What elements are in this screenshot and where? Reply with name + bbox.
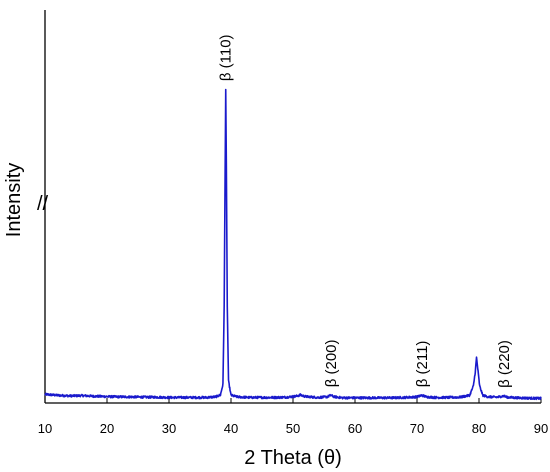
y-axis-break-mark: //: [37, 193, 49, 215]
x-tick-label: 70: [410, 421, 424, 436]
xrd-series-line: [44, 88, 542, 401]
x-tick-label: 60: [348, 421, 362, 436]
x-ticks: 10 20 30 40 50 60 70 80 90: [38, 398, 548, 436]
peak-label: β (110): [218, 34, 235, 81]
peak-labels: β (110) β (200) β (211) β (220): [218, 34, 513, 387]
y-axis-title: Intensity: [3, 163, 25, 237]
x-tick-label: 10: [38, 421, 52, 436]
x-tick-label: 20: [100, 421, 114, 436]
x-tick-label: 30: [162, 421, 176, 436]
x-tick-label: 40: [224, 421, 238, 436]
peak-label: β (200): [323, 339, 340, 387]
peak-label: β (220): [496, 340, 513, 388]
axes: [44, 10, 541, 404]
x-tick-label: 80: [472, 421, 486, 436]
x-axis-title: 2 Theta (θ): [244, 447, 341, 469]
x-tick-label: 50: [286, 421, 300, 436]
x-tick-label: 90: [534, 421, 548, 436]
peak-label: β (211): [414, 341, 431, 388]
series-layer: [44, 88, 542, 401]
